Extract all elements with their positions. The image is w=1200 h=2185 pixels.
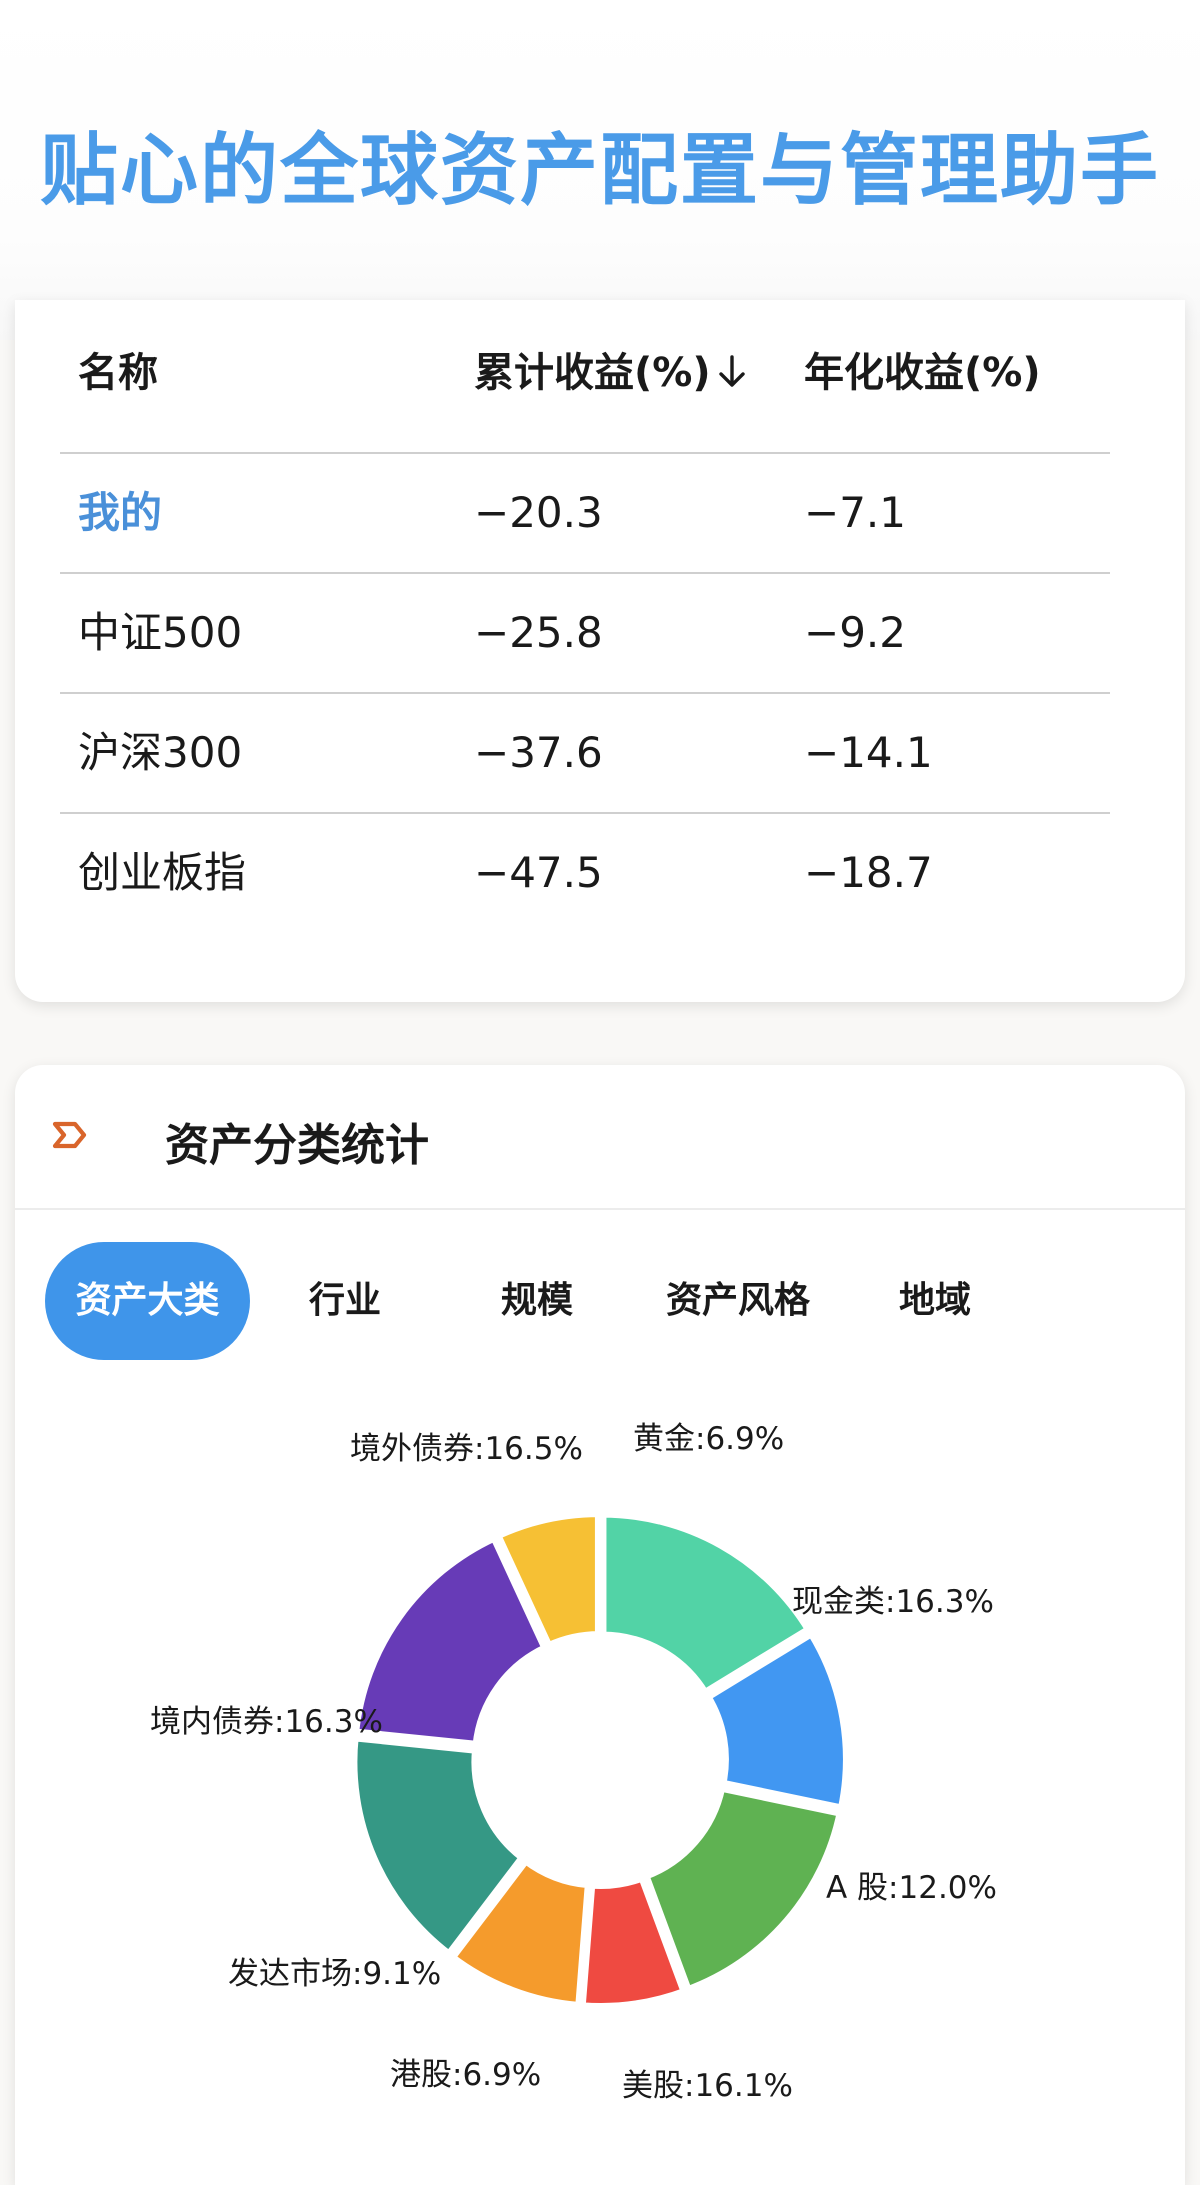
table-divider	[60, 572, 1110, 574]
slice-label: 黄金:6.9%	[633, 1421, 784, 1457]
donut-slice[interactable]	[703, 1629, 851, 1813]
slice-label: A 股:12.0%	[826, 1870, 997, 1906]
tab-industry[interactable]: 行业	[308, 1280, 381, 1321]
donut-slice[interactable]	[598, 1509, 814, 1698]
row-name: 我的	[78, 488, 163, 537]
table-header: 名称 累计收益(%) 年化收益(%)	[0, 340, 1200, 396]
row-cumulative: −25.8	[474, 608, 603, 657]
asset-class-donut-chart: 现金类:16.3% A 股:12.0% 美股:16.1% 港股:6.9% 发达市场:9.…	[150, 1421, 997, 2104]
row-annualized: −7.1	[804, 488, 906, 537]
header-cumulative-label: 累计收益(%)	[474, 350, 711, 396]
donut-slice[interactable]	[349, 1733, 527, 1959]
row-annualized: −18.7	[804, 848, 933, 897]
slice-label: 境内债券:16.3%	[150, 1704, 383, 1740]
stats-title: 资产分类统计	[165, 1120, 429, 1171]
slice-label: 现金类:16.3%	[792, 1584, 994, 1620]
table-divider	[60, 452, 1110, 454]
slice-label: 美股:16.1%	[622, 2068, 793, 2104]
tab-scale[interactable]: 规模	[500, 1280, 573, 1321]
chevron-right-icon	[51, 1118, 91, 1156]
row-cumulative: −37.6	[474, 728, 603, 777]
slice-label: 发达市场:9.1%	[228, 1956, 441, 1992]
header-cumulative[interactable]: 累计收益(%)	[474, 340, 747, 400]
table-row[interactable]: 创业板指 −47.5 −18.7	[0, 813, 1200, 933]
returns-table-card	[15, 300, 1185, 1002]
tab-asset-class[interactable]: 资产大类	[45, 1242, 250, 1360]
donut-slice[interactable]	[641, 1783, 845, 1995]
row-name: 沪深300	[78, 728, 243, 777]
tab-asset-style[interactable]: 资产风格	[665, 1280, 810, 1321]
table-divider	[60, 692, 1110, 694]
hero-banner: 贴心的全球资产配置与管理助手	[0, 0, 1200, 340]
row-cumulative: −47.5	[474, 848, 603, 897]
table-row[interactable]: 中证500 −25.8 −9.2	[0, 573, 1200, 693]
row-name: 中证500	[78, 608, 243, 657]
sort-down-arrow-icon[interactable]	[717, 354, 747, 400]
header-name: 名称	[78, 350, 158, 396]
header-annualized: 年化收益(%)	[804, 350, 1041, 396]
donut-slice[interactable]	[351, 1533, 550, 1749]
slice-label: 港股:6.9%	[390, 2057, 541, 2093]
table-row[interactable]: 沪深300 −37.6 −14.1	[0, 693, 1200, 813]
hero-title: 贴心的全球资产配置与管理助手	[39, 126, 1160, 216]
row-annualized: −9.2	[804, 608, 906, 657]
row-name: 创业板指	[78, 848, 247, 897]
row-annualized: −14.1	[804, 728, 933, 777]
donut-slice[interactable]	[493, 1509, 603, 1651]
row-cumulative: −20.3	[474, 488, 603, 537]
stats-header: 资产分类统计	[15, 1065, 1185, 1210]
table-row[interactable]: 我的 −20.3 −7.1	[0, 453, 1200, 573]
slice-label: 境外债券:16.5%	[350, 1431, 583, 1467]
table-divider	[60, 812, 1110, 814]
tab-region[interactable]: 地域	[898, 1280, 971, 1321]
